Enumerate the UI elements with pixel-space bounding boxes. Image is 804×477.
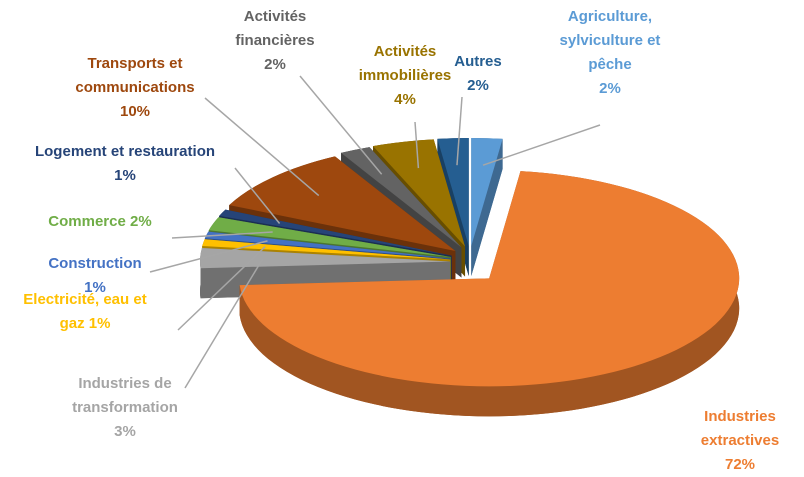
slice-label: Activités immobilières 4% <box>353 40 458 112</box>
value-label: 1% <box>114 167 136 184</box>
slice-label: Commerce 2% <box>25 210 175 234</box>
category-label: Commerce <box>48 213 126 230</box>
slice-top <box>204 231 451 259</box>
slice-label: Transports et communications 10% <box>65 52 205 124</box>
category-label: Agriculture, sylviculture et pêche <box>559 8 661 73</box>
slice <box>239 171 740 417</box>
slice-top <box>372 139 466 247</box>
leader-line <box>149 240 268 273</box>
leader-line <box>414 121 420 169</box>
leader-line <box>204 97 320 197</box>
value-label: 1% <box>84 279 106 296</box>
leader-line <box>171 231 273 239</box>
value-label: 72% <box>724 456 756 473</box>
slice-top <box>341 147 462 248</box>
slice-label: Agriculture, sylviculture et pêche 2% <box>548 5 673 101</box>
value-label: 1% <box>88 315 111 332</box>
value-label: 4% <box>394 91 416 108</box>
leader-line <box>177 246 266 331</box>
category-label: Electricité, eau et gaz <box>23 291 147 332</box>
category-label: Industries de transformation <box>72 375 178 416</box>
category-label: Industries extractives <box>700 408 780 449</box>
leader-line <box>456 96 463 166</box>
slice-top <box>229 156 456 252</box>
slice-label: Industries extractives 72% <box>690 405 790 477</box>
slice-label: Autres 2% <box>448 50 508 98</box>
leader-line <box>184 258 264 389</box>
category-label: Activités financières <box>235 8 315 49</box>
leader-line <box>299 75 383 175</box>
value-label: 3% <box>114 423 136 440</box>
slice-edge <box>471 138 503 277</box>
value-label: 10% <box>119 103 151 120</box>
slice-label: Logement et restauration 1% <box>5 140 245 188</box>
slice-top <box>471 138 503 247</box>
slice-label: Industries de transformation 3% <box>63 372 188 444</box>
value-label: 2% <box>467 77 489 94</box>
slice-top <box>200 247 451 269</box>
value-label: 2% <box>599 80 621 97</box>
slice <box>471 138 503 277</box>
slice-label: Electricité, eau et gaz 1% <box>10 288 160 336</box>
category-label: Autres <box>454 53 502 70</box>
slice-top <box>437 138 469 247</box>
category-label: Logement et restauration <box>34 143 216 160</box>
leader-line <box>234 167 281 224</box>
slice-top <box>208 217 451 258</box>
category-label: Activités immobilières <box>358 43 452 84</box>
value-label: 2% <box>130 213 152 230</box>
slice-label: Activités financières 2% <box>225 5 325 77</box>
slice-top <box>239 171 740 387</box>
value-label: 2% <box>264 56 286 73</box>
slice-top <box>202 239 451 260</box>
category-label: Construction <box>48 255 142 272</box>
leader-line <box>482 124 601 166</box>
slice-label: Construction 1% <box>35 252 155 300</box>
category-label: Transports et communications <box>75 55 195 96</box>
